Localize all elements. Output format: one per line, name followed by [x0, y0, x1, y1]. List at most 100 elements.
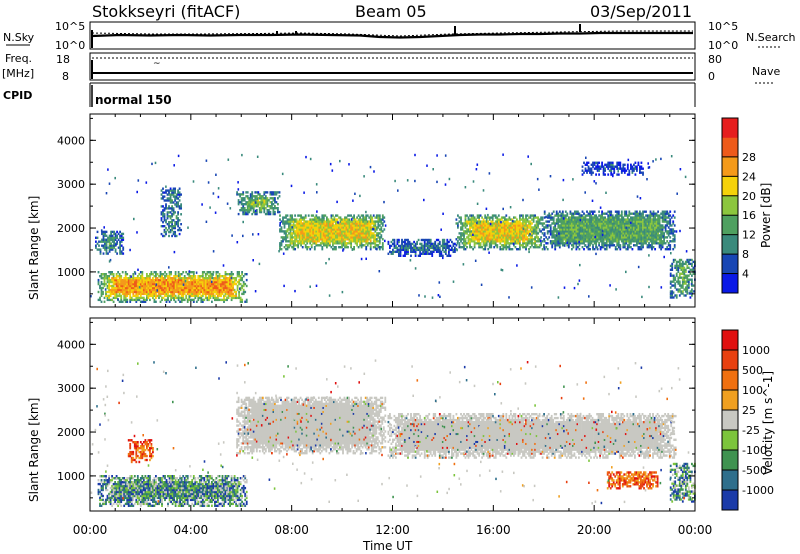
echo-cell: [182, 292, 185, 296]
echo-cell: [306, 242, 309, 245]
echo-cell: [407, 250, 409, 253]
echo-cell: [277, 203, 279, 206]
echo-cell: [625, 210, 628, 213]
echo-cell: [194, 278, 197, 282]
echo-cell: [170, 294, 173, 298]
echo-cell: [522, 242, 524, 245]
echo-cell: [168, 207, 170, 210]
echo-cell: [470, 220, 473, 223]
echo-cell: [138, 282, 141, 286]
echo-cell: [545, 220, 548, 223]
echo-cell: [616, 240, 619, 243]
echo-cell: [571, 238, 573, 241]
echo-cell: [496, 218, 499, 221]
echo-cell: [105, 282, 107, 286]
echo-cell: [566, 226, 569, 229]
echo-cell: [598, 242, 601, 245]
echo-cell: [652, 210, 655, 213]
echo-cell: [611, 238, 614, 241]
echo-cell: [345, 216, 348, 219]
echo-cell: [117, 294, 120, 298]
echo-cell: [469, 240, 471, 243]
echo-cell: [156, 290, 159, 294]
echo-cell: [245, 209, 248, 212]
echo-cell: [315, 224, 318, 227]
echo-cell: [264, 207, 267, 210]
echo-cell: [398, 254, 400, 257]
echo-cell: [583, 234, 585, 237]
echo-cell: [158, 294, 160, 298]
echo-cell: [289, 224, 292, 227]
echo-cell: [286, 230, 289, 233]
echo-cell: [330, 238, 333, 241]
echo-cell: [304, 240, 307, 243]
echo-cell: [307, 232, 310, 235]
echo-cell: [571, 214, 573, 217]
echo-cell: [336, 240, 339, 243]
echo-cell: [593, 222, 596, 225]
echo-cell: [605, 248, 608, 251]
echo-cell: [357, 222, 360, 225]
echo-cell: [506, 236, 509, 239]
echo-cell: [116, 236, 119, 239]
echo-cell: [232, 294, 235, 298]
echo-cell: [472, 222, 475, 225]
echo-cell: [341, 228, 343, 231]
echo-cell: [294, 242, 297, 245]
echo-cell: [469, 228, 471, 231]
echo-cell: [330, 222, 333, 225]
echo-cell: [575, 240, 578, 243]
echo-cell: [608, 234, 611, 237]
echo-cell: [572, 234, 575, 237]
echo-cell: [120, 277, 123, 280]
echo-cell: [488, 230, 491, 233]
echo-cell: [211, 288, 213, 292]
echo-cell: [171, 189, 174, 192]
echo-cell: [347, 230, 349, 233]
echo-cell: [263, 201, 266, 204]
echo-cell: [316, 218, 319, 221]
echo-cell: [159, 284, 162, 288]
echo-cell: [368, 238, 371, 241]
echo-cell: [319, 218, 322, 221]
echo-cell: [405, 242, 408, 246]
echo-cell: [263, 203, 266, 206]
echo-cell: [153, 292, 156, 296]
echo-cell: [130, 296, 133, 300]
echo-cell: [460, 228, 462, 231]
cpid-value: normal 150: [95, 93, 172, 107]
echo-cell: [200, 280, 203, 284]
echo-cell: [479, 234, 482, 237]
echo-cell: [467, 234, 470, 237]
echo-cell: [601, 228, 604, 231]
echo-cell: [345, 242, 348, 245]
echo-cell: [398, 244, 400, 248]
echo-cell: [595, 246, 598, 249]
echo-cell: [476, 230, 479, 233]
echo-cell: [123, 280, 126, 284]
echo-cell: [307, 222, 310, 225]
echo-cell: [301, 224, 304, 227]
echo-cell: [173, 286, 176, 290]
echo-cell: [614, 234, 617, 237]
echo-cell: [516, 238, 518, 241]
echo-cell: [194, 286, 197, 290]
echo-cell: [203, 298, 206, 302]
echo-cell: [455, 244, 458, 247]
echo-cell: [531, 240, 533, 243]
echo-cell: [444, 242, 447, 246]
echo-cell: [360, 224, 363, 227]
echo-cell: [136, 296, 139, 300]
echo-cell: [420, 244, 423, 248]
echo-cell: [162, 215, 164, 218]
echo-cell: [563, 232, 566, 235]
echo-cell: [220, 284, 222, 288]
echo-cell: [321, 246, 324, 249]
echo-cell: [359, 234, 362, 237]
echo-cell: [208, 298, 210, 302]
beam-label: Beam 05: [355, 2, 427, 21]
echo-cell: [113, 242, 116, 245]
echo-cell: [166, 193, 169, 196]
echo-cell: [339, 222, 342, 225]
echo-cell: [616, 244, 619, 247]
